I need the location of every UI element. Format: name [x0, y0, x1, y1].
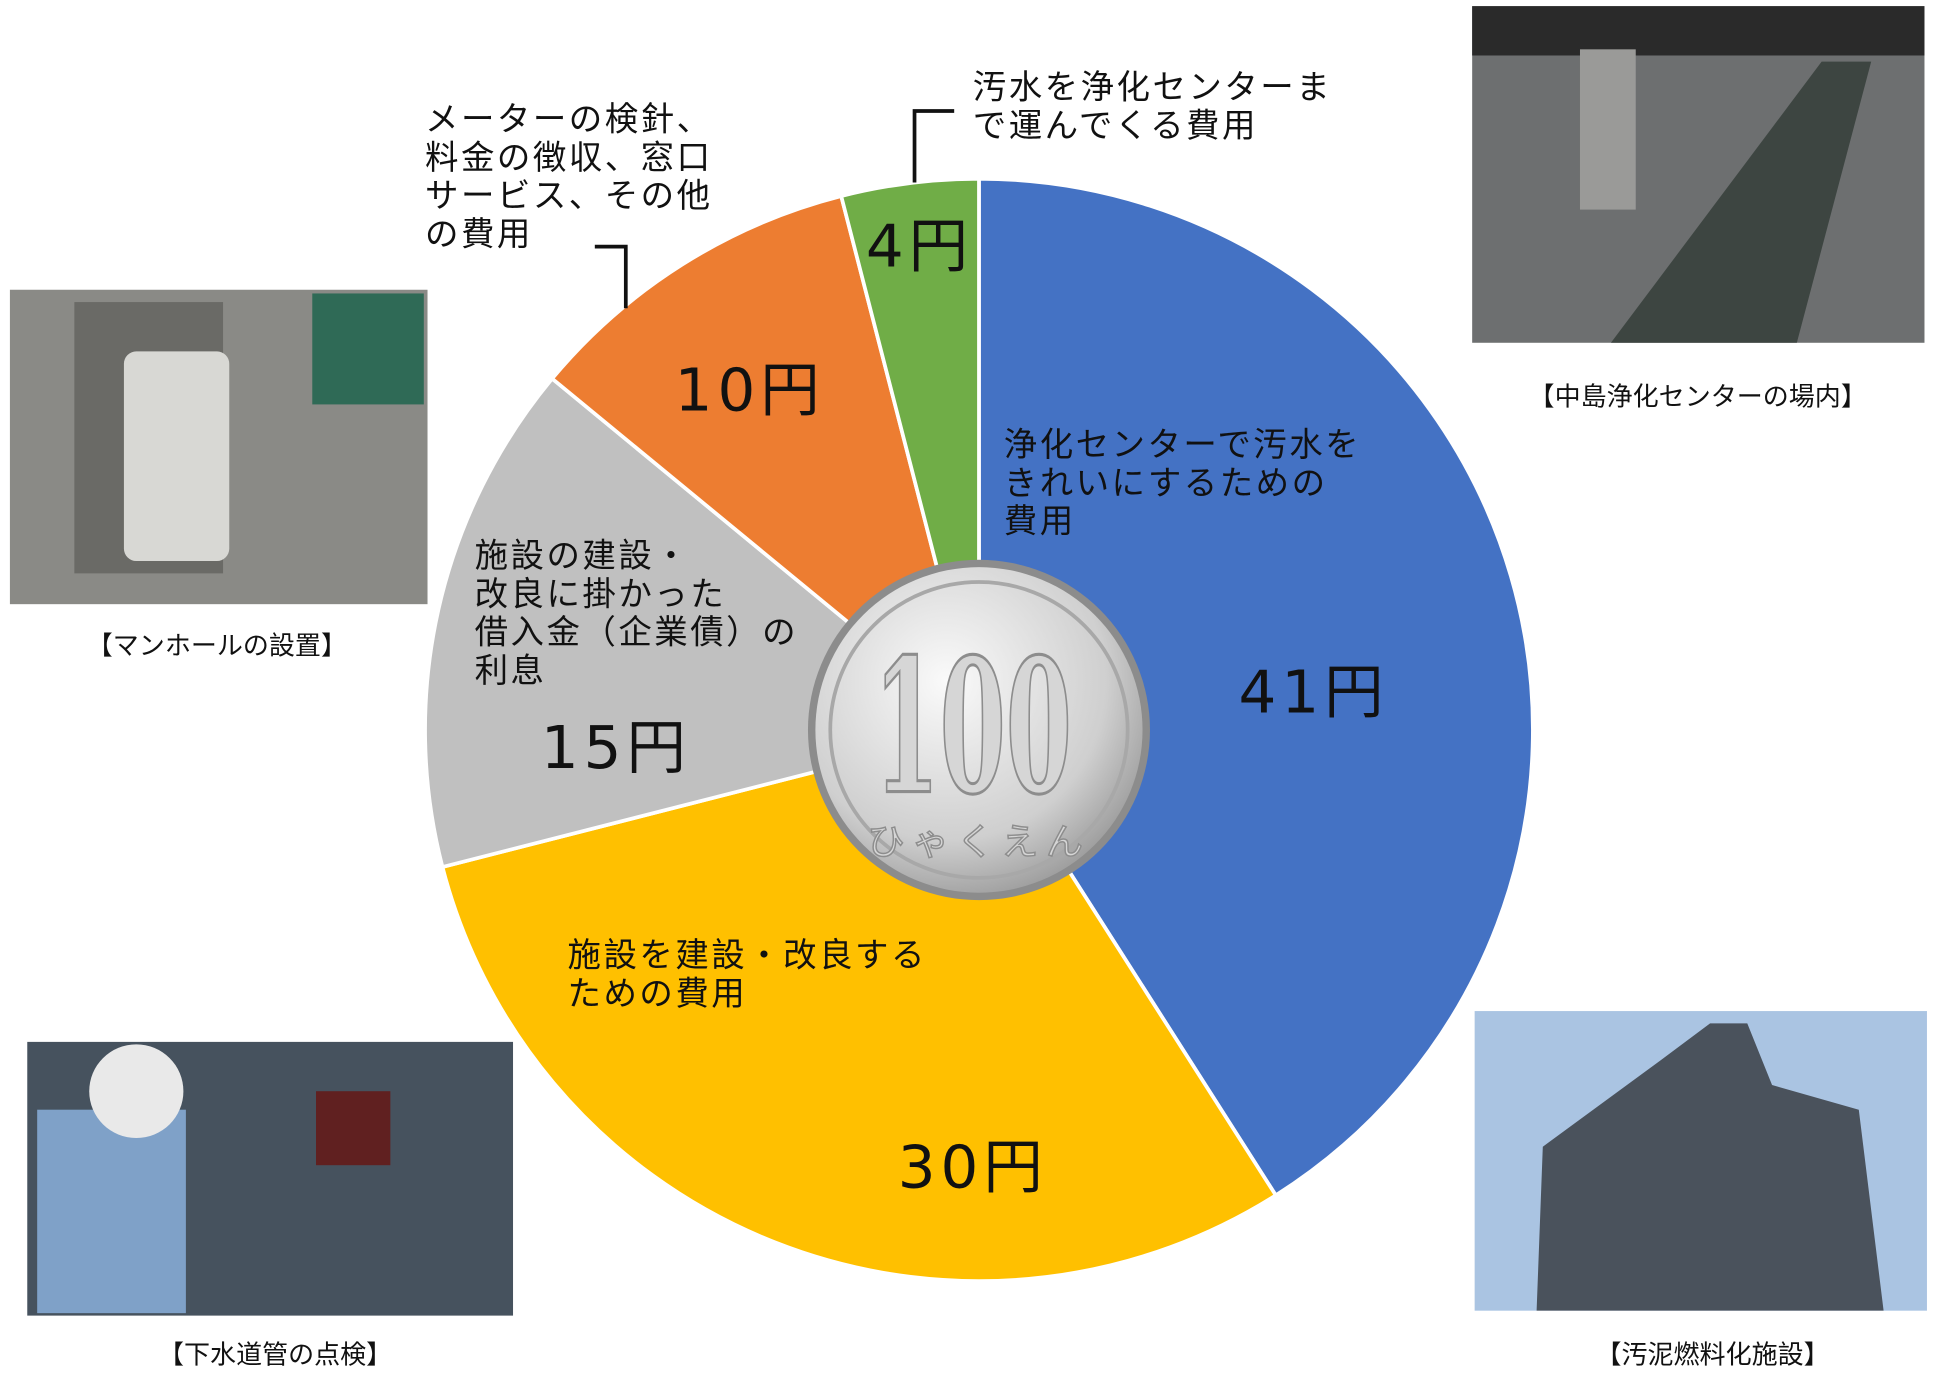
leader-line — [595, 247, 626, 309]
photo-detail — [1472, 6, 1924, 55]
value-label: 4円 — [866, 212, 973, 281]
photo-detail — [89, 1044, 183, 1138]
photo-detail — [124, 351, 229, 561]
photo-detail — [1580, 49, 1636, 209]
category-label: 施設の建設・ 改良に掛かった 借入金（企業債）の 利息 — [475, 538, 798, 691]
photo-caption: 【汚泥燃料化施設】 — [1595, 1335, 1829, 1372]
photo-caption: 【中島浄化センターの場内】 — [1529, 377, 1867, 414]
category-label: 施設を建設・改良する ための費用 — [568, 937, 927, 1013]
photo-detail — [312, 293, 424, 404]
value-label: 10円 — [675, 356, 825, 425]
value-label: 30円 — [898, 1133, 1048, 1202]
photo-caption: 【下水道管の点検】 — [158, 1335, 392, 1372]
photo-detail — [37, 1110, 186, 1313]
value-label: 41円 — [1239, 658, 1389, 727]
coin: 100 ひゃくえん — [808, 560, 1150, 900]
leader-line — [915, 111, 955, 183]
coin-sub: ひゃくえん — [867, 821, 1090, 864]
photo-caption: 【マンホールの設置】 — [87, 626, 347, 663]
photo-detail — [316, 1091, 390, 1165]
page: 41円 30円 15円 10円 4円 100 ひゃくえん 【マンホールの設置】 【中島浄… — [0, 0, 1943, 1376]
chart: 41円 30円 15円 10円 4円 100 ひゃくえん — [0, 0, 1943, 1376]
value-label: 15円 — [541, 713, 691, 782]
coin-label: 100 — [874, 618, 1072, 835]
category-label: メーターの検針、 料金の徴収、窓口 サービス、その他 の費用 — [425, 101, 712, 254]
category-label: 汚水を浄化センターま で運んでくる費用 — [973, 69, 1332, 145]
category-label: 浄化センターで汚水を きれいにするための 費用 — [1004, 427, 1361, 542]
